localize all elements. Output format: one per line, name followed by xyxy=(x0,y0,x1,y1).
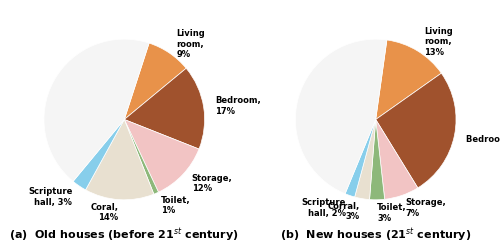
Wedge shape xyxy=(376,41,442,120)
Wedge shape xyxy=(44,40,149,182)
Wedge shape xyxy=(124,120,199,192)
Wedge shape xyxy=(354,120,376,200)
Text: Coral,
14%: Coral, 14% xyxy=(90,202,118,222)
Text: Scripture
hall, 3%: Scripture hall, 3% xyxy=(28,186,72,206)
Wedge shape xyxy=(376,120,418,200)
Text: Living
room,
13%: Living room, 13% xyxy=(424,27,452,56)
Text: Storage,
7%: Storage, 7% xyxy=(406,197,446,217)
Text: Toilet,
3%: Toilet, 3% xyxy=(378,202,407,222)
Wedge shape xyxy=(376,74,456,188)
Text: Toilet,
1%: Toilet, 1% xyxy=(161,195,190,214)
Title: (a)  Old houses (before 21$^{st}$ century): (a) Old houses (before 21$^{st}$ century… xyxy=(10,226,239,243)
Text: Bedroom, 26%: Bedroom, 26% xyxy=(466,134,500,143)
Text: Storage,
12%: Storage, 12% xyxy=(192,173,232,193)
Text: Corral,
3%: Corral, 3% xyxy=(328,201,360,220)
Title: (b)  New houses (21$^{st}$ century): (b) New houses (21$^{st}$ century) xyxy=(280,226,471,243)
Wedge shape xyxy=(296,40,387,194)
Wedge shape xyxy=(345,120,376,197)
Wedge shape xyxy=(86,120,154,200)
Wedge shape xyxy=(370,120,384,200)
Text: Living
room,
9%: Living room, 9% xyxy=(176,29,205,59)
Wedge shape xyxy=(124,120,158,194)
Wedge shape xyxy=(124,44,186,120)
Wedge shape xyxy=(124,69,204,150)
Wedge shape xyxy=(73,120,124,190)
Text: Bedroom,
17%: Bedroom, 17% xyxy=(216,96,262,115)
Text: Scripture
hall, 2%: Scripture hall, 2% xyxy=(302,198,346,217)
